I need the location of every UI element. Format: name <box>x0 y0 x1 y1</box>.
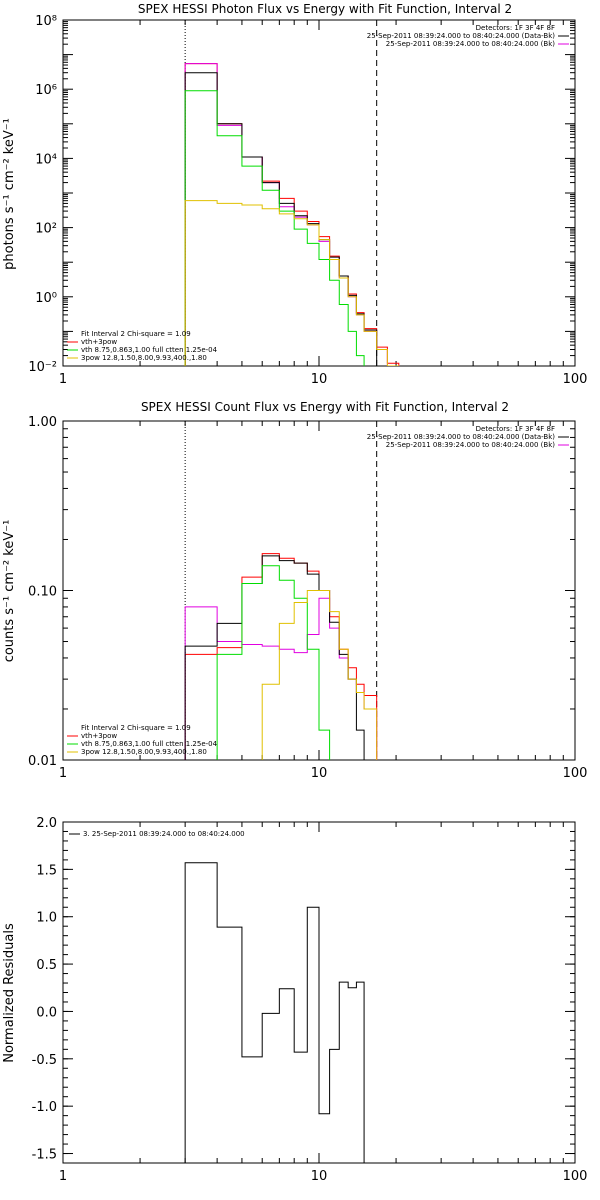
series-black-line <box>184 862 365 1163</box>
legend-detectors-text: Detectors: 1F 3F 4F 8F <box>476 24 555 32</box>
series-green-line <box>184 90 365 366</box>
x-tick-label: 1 <box>59 1169 67 1184</box>
legend-fit-text: vth+3pow <box>81 338 117 346</box>
x-tick-label: 100 <box>563 372 588 387</box>
y-tick-label: 10⁸ <box>35 14 57 29</box>
legend-fit-text: Fit Interval 2 Chi-square = 1.09 <box>81 724 191 732</box>
photon-flux-y-label: photons s⁻¹ cm⁻² keV⁻¹ <box>2 118 17 270</box>
x-tick-label: 100 <box>563 1169 588 1184</box>
y-tick-label: 10⁴ <box>35 152 57 167</box>
series-yellow-line <box>261 590 378 760</box>
y-tick-label: 1.00 <box>28 415 57 430</box>
y-tick-label: 0.0 <box>36 1005 57 1020</box>
y-tick-label: 2.0 <box>36 816 57 831</box>
legend-fit-text: vth+3pow <box>81 732 117 740</box>
x-tick-label: 10 <box>311 372 328 387</box>
legend-detectors-text: 25-Sep-2011 08:39:24.000 to 08:40:24.000… <box>367 32 556 40</box>
y-tick-label: 0.10 <box>28 585 57 600</box>
count-flux-plot: 1 10 100 0.01 0.10 1.00 Detectors: 1F 3F 4F 8F… <box>28 415 588 781</box>
series-green-line <box>216 565 331 760</box>
x-tick-label: 100 <box>563 766 588 781</box>
y-tick-label: 1.0 <box>36 911 57 926</box>
y-tick-label: 10² <box>35 222 57 237</box>
series-group <box>184 63 400 366</box>
legend-interval-text: 3. 25-Sep-2011 08:39:24.000 to 08:40:24.… <box>83 830 245 838</box>
photon-flux-title: SPEX HESSI Photon Flux vs Energy with Fi… <box>138 2 512 16</box>
legend-fit-text: 3pow 12.8,1.50,8.00,9.93,400.,1.80 <box>81 354 207 362</box>
y-tick-label: -1.0 <box>32 1100 57 1115</box>
legend-detectors-text: 25-Sep-2011 08:39:24.000 to 08:40:24.000… <box>386 441 556 449</box>
residuals-plot: 1 10 100 -1.5 -1.0 -0.5 0.0 0.5 1.0 1.5 2.0 3. 25-S… <box>32 816 588 1184</box>
y-tick-label: 10⁰ <box>35 291 57 306</box>
series-group <box>184 553 378 760</box>
count-flux-title: SPEX HESSI Count Flux vs Energy with Fit… <box>141 400 509 414</box>
x-tick-label: 1 <box>59 372 67 387</box>
legend-fit-text: vth 8.75,0.863,1.00 full ctten 1.25e-04 <box>81 346 218 354</box>
legend-fit-text: 3pow 12.8,1.50,8.00,9.93,400.,1.80 <box>81 748 207 756</box>
y-tick-label: -0.5 <box>32 1053 57 1068</box>
residuals-y-label: Normalized Residuals <box>2 923 17 1063</box>
y-tick-label: 1.5 <box>36 863 57 878</box>
residuals-panel: Normalized Residuals 1 10 100 -1.5 -1.0 -0.5 0… <box>2 816 587 1184</box>
legend-detectors-text: Detectors: 1F 3F 4F 8F <box>476 425 555 433</box>
legend-detectors-text: 25-Sep-2011 08:39:24.000 to 08:40:24.000… <box>367 433 556 441</box>
legend-detectors-text: 25-Sep-2011 08:39:24.000 to 08:40:24.000… <box>386 40 556 48</box>
y-tick-label: 0.01 <box>28 754 57 769</box>
series-group <box>184 862 365 1163</box>
series-yellow-line <box>184 200 400 366</box>
x-tick-label: 1 <box>59 766 67 781</box>
photon-flux-panel: SPEX HESSI Photon Flux vs Energy with Fi… <box>2 2 588 387</box>
x-tick-label: 10 <box>311 1169 328 1184</box>
y-tick-label: 10⁶ <box>35 83 57 98</box>
y-tick-label: 10⁻² <box>28 360 57 375</box>
count-flux-panel: SPEX HESSI Count Flux vs Energy with Fit… <box>2 400 588 781</box>
y-tick-label: 0.5 <box>36 958 57 973</box>
photon-flux-plot: 1 10 100 10⁻² 10⁰ 10² 10⁴ 10⁶ 10⁸ Detectors: 1F 3… <box>28 14 588 387</box>
count-flux-y-label: counts s⁻¹ cm⁻² keV⁻¹ <box>2 520 17 663</box>
legend-fit-text: vth 8.75,0.863,1.00 full ctten 1.25e-04 <box>81 740 218 748</box>
legend-fit-text: Fit Interval 2 Chi-square = 1.09 <box>81 330 191 338</box>
y-tick-label: -1.5 <box>32 1148 57 1163</box>
x-tick-label: 10 <box>311 766 328 781</box>
